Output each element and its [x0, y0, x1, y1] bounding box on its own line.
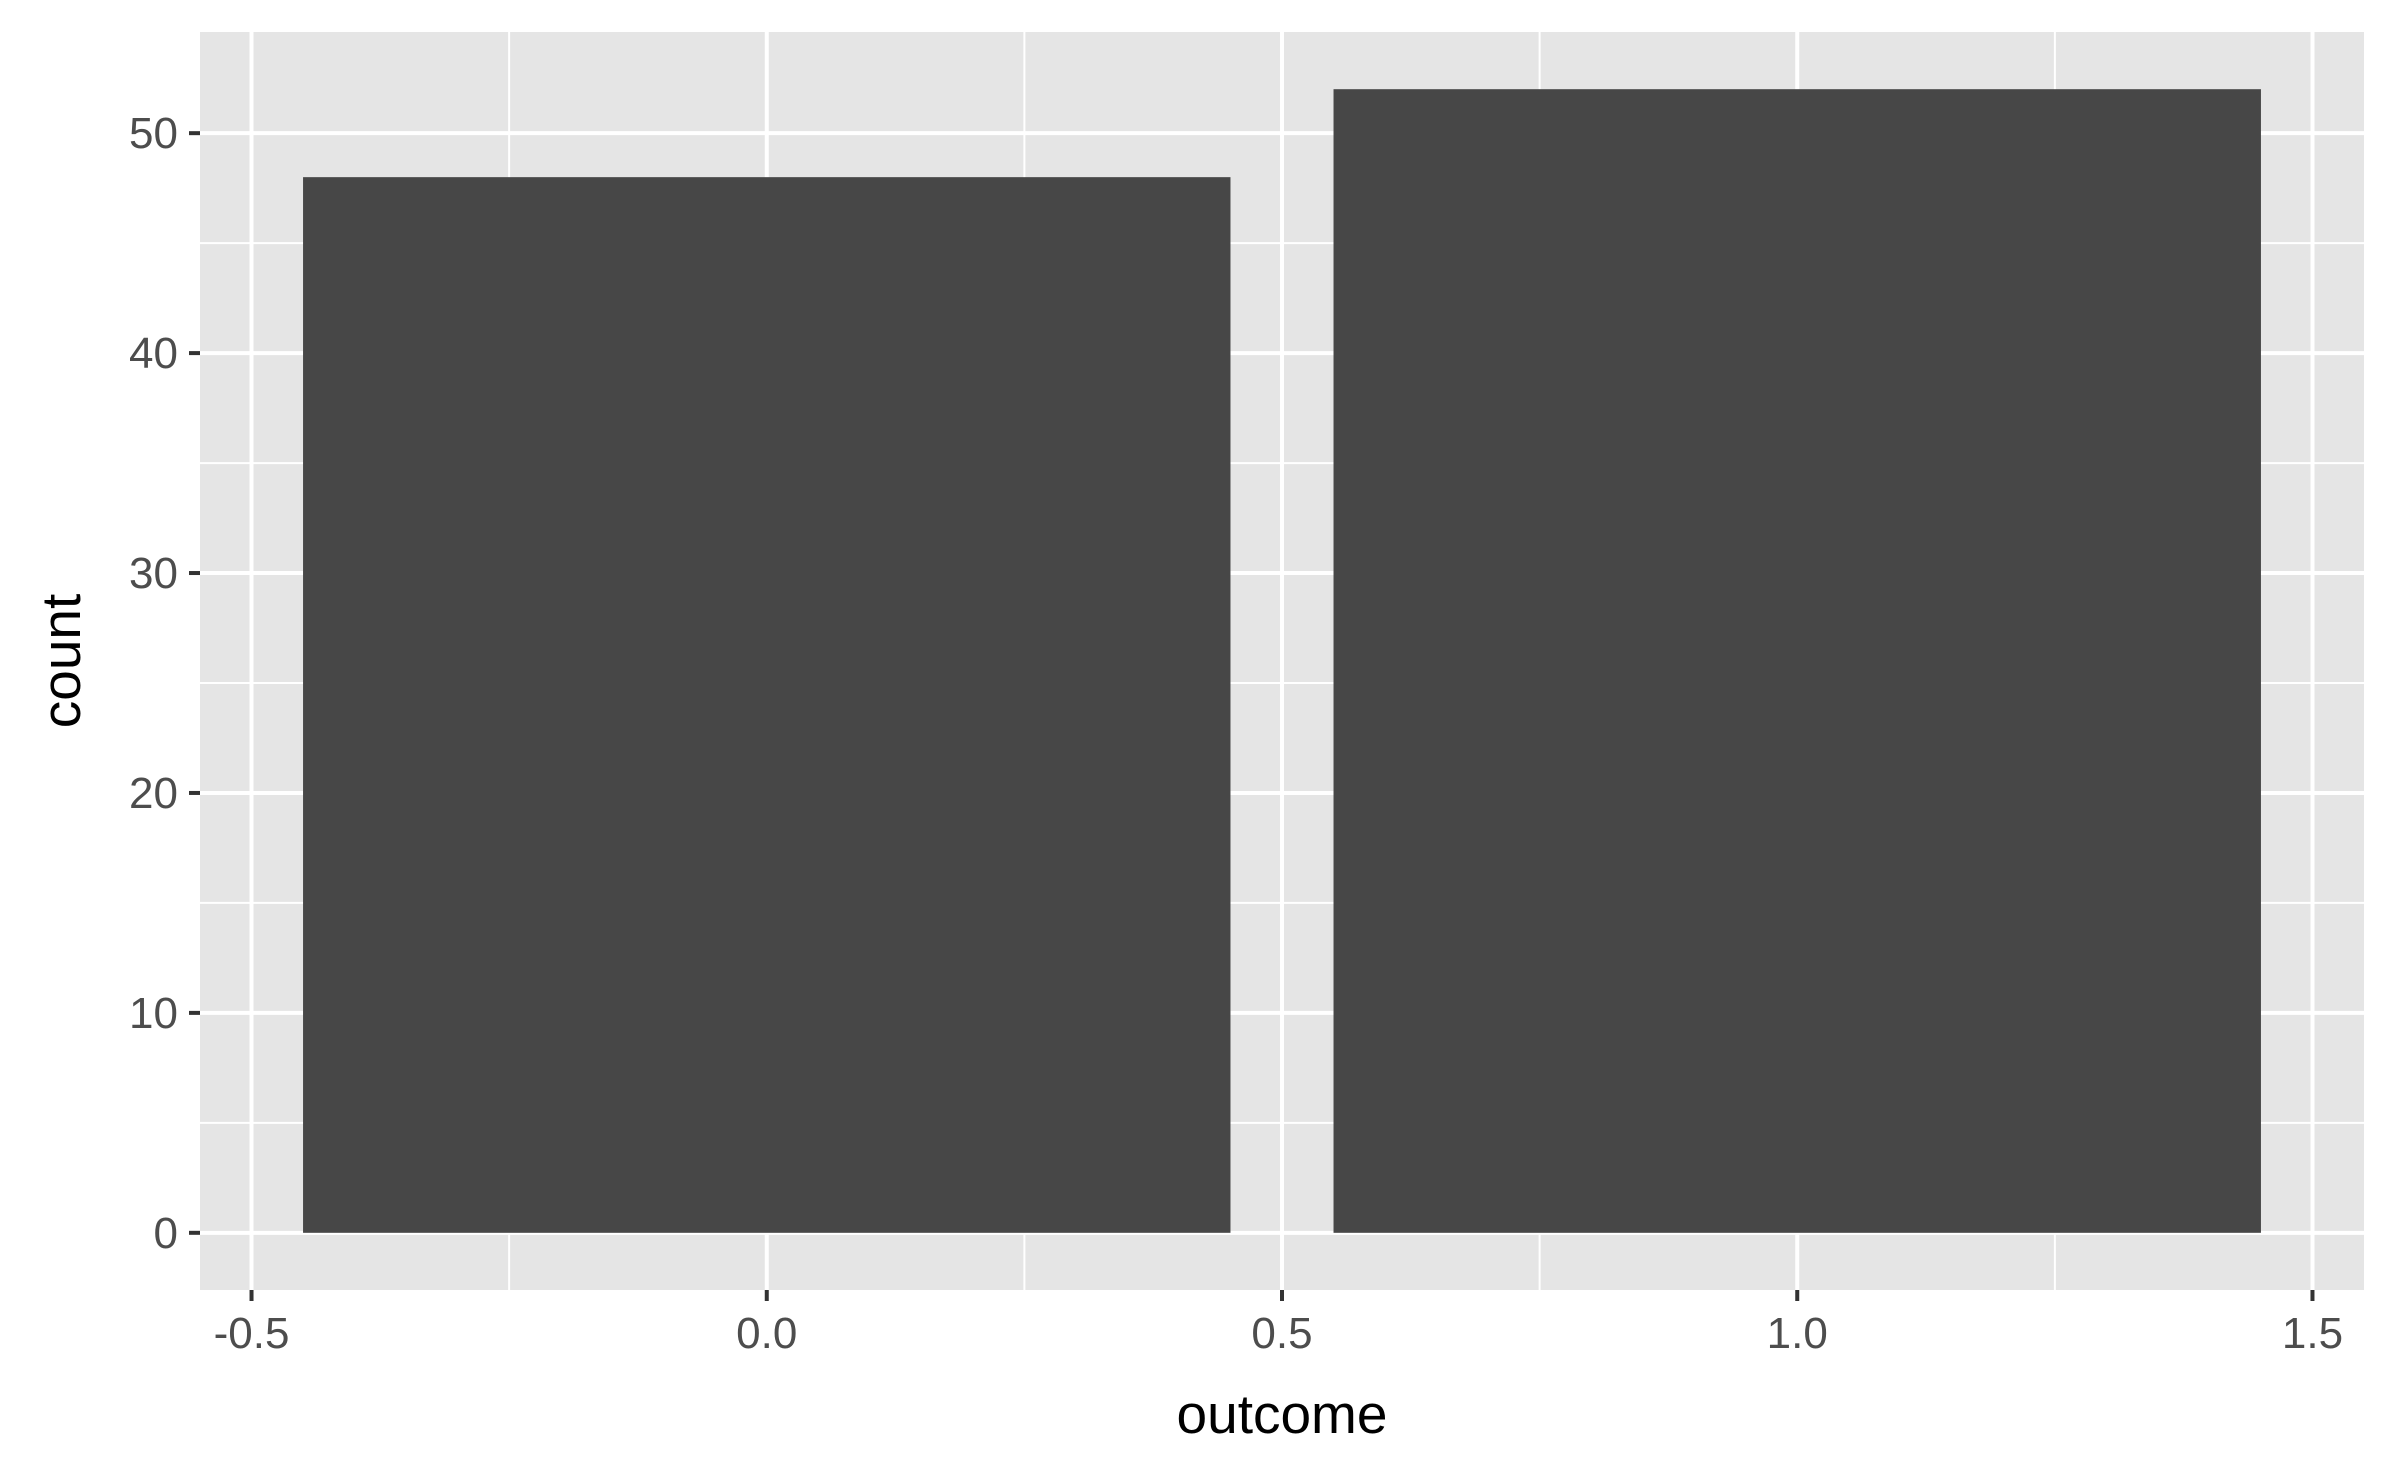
y-axis-title: count — [30, 594, 92, 729]
y-axis: 0 10 20 30 40 50 — [129, 109, 200, 1258]
y-tick-label: 40 — [129, 329, 178, 378]
bars — [303, 89, 2261, 1233]
y-tick-label: 50 — [129, 109, 178, 158]
x-tick-label: 1.0 — [1767, 1309, 1828, 1358]
x-tick-label: 0.0 — [736, 1309, 797, 1358]
y-tick-label: 20 — [129, 769, 178, 818]
y-tick-label: 0 — [154, 1209, 178, 1258]
y-tick-label: 30 — [129, 549, 178, 598]
x-tick-label: 1.5 — [2282, 1309, 2343, 1358]
x-tick-label: 0.5 — [1251, 1309, 1312, 1358]
y-tick-label: 10 — [129, 989, 178, 1038]
bar — [1333, 89, 2261, 1233]
bar — [303, 177, 1231, 1233]
x-tick-label: -0.5 — [214, 1309, 290, 1358]
x-axis-title: outcome — [1177, 1383, 1388, 1445]
x-axis: -0.5 0.0 0.5 1.0 1.5 — [214, 1290, 2343, 1358]
